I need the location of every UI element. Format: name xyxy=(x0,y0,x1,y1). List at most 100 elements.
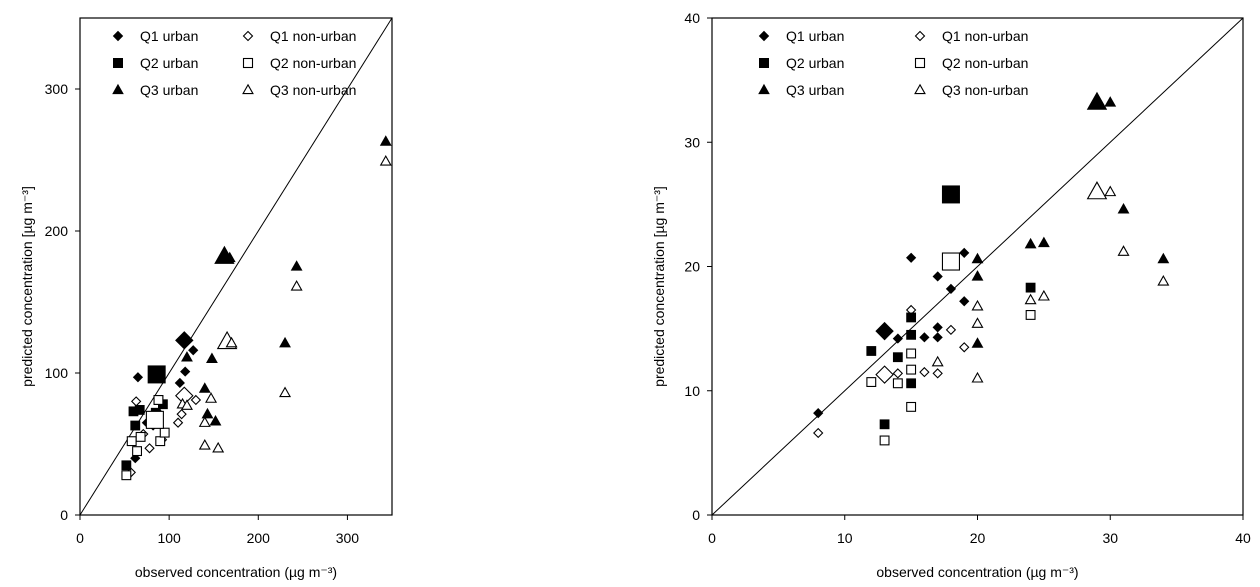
y-tick-label: 300 xyxy=(45,81,69,97)
data-point xyxy=(290,260,303,271)
data-point xyxy=(941,185,960,204)
legend-marker xyxy=(759,58,769,68)
y-axis-label: predicted concentration [µg m⁻³] xyxy=(19,186,35,387)
data-point xyxy=(1117,245,1130,256)
data-point xyxy=(1157,275,1170,286)
data-point xyxy=(180,399,193,410)
data-point xyxy=(906,252,917,263)
data-point xyxy=(906,378,917,389)
data-point xyxy=(931,355,944,367)
legend-marker xyxy=(242,57,254,69)
identity-line xyxy=(711,17,1244,516)
data-point xyxy=(212,441,225,453)
data-point xyxy=(892,352,903,363)
legend-label: Q1 non-urban xyxy=(942,28,1028,44)
x-tick-label: 0 xyxy=(708,530,716,546)
data-point xyxy=(121,460,132,471)
data-point xyxy=(971,252,984,264)
legend-marker xyxy=(914,83,926,95)
x-tick-label: 10 xyxy=(837,530,853,546)
data-point xyxy=(1117,203,1130,214)
x-tick-label: 200 xyxy=(247,530,271,546)
x-tick-label: 100 xyxy=(157,530,181,546)
x-tick-label: 40 xyxy=(1235,530,1251,546)
data-point xyxy=(153,395,164,405)
data-point xyxy=(1086,181,1108,200)
data-point xyxy=(945,283,957,294)
data-point xyxy=(875,321,894,341)
data-point xyxy=(892,333,903,344)
data-point xyxy=(190,394,202,406)
data-point xyxy=(126,436,137,447)
data-point xyxy=(906,348,917,359)
series-q1-urban xyxy=(130,331,199,464)
data-point xyxy=(875,365,894,384)
data-point xyxy=(906,312,917,323)
data-point xyxy=(971,270,984,281)
data-point xyxy=(941,252,961,271)
data-point xyxy=(180,366,191,377)
legend-marker xyxy=(112,83,124,95)
data-point xyxy=(932,368,943,379)
identity-line xyxy=(79,17,393,516)
data-point xyxy=(971,299,984,311)
legend-marker xyxy=(242,83,254,95)
x-tick-label: 300 xyxy=(336,530,360,546)
data-point xyxy=(279,386,292,398)
series-q3-non-urban xyxy=(176,155,392,453)
data-point xyxy=(155,436,166,447)
data-point xyxy=(1024,293,1037,305)
y-tick-label: 0 xyxy=(692,507,700,523)
x-tick-label: 0 xyxy=(76,530,84,546)
data-point xyxy=(379,155,392,166)
data-point xyxy=(919,366,930,378)
legend-marker xyxy=(112,30,124,42)
data-point xyxy=(866,377,877,388)
data-point xyxy=(866,346,877,356)
x-tick-label: 20 xyxy=(970,530,986,546)
data-point xyxy=(290,279,303,291)
data-point xyxy=(145,410,164,429)
data-point xyxy=(198,439,211,450)
data-point xyxy=(279,336,291,348)
data-point xyxy=(1025,282,1036,293)
x-axis-label: observed concentration (µg m⁻³) xyxy=(135,564,337,580)
data-point xyxy=(134,405,145,415)
data-point xyxy=(147,365,166,384)
legend-marker xyxy=(914,57,926,69)
data-point xyxy=(174,377,185,389)
data-point xyxy=(892,378,903,389)
data-point xyxy=(198,416,211,427)
data-point xyxy=(906,329,917,340)
data-point xyxy=(971,337,984,348)
data-point xyxy=(130,396,142,407)
legend-label: Q2 urban xyxy=(140,55,198,71)
data-point xyxy=(919,332,930,343)
legend-marker xyxy=(914,30,926,42)
series-q3-urban xyxy=(181,135,392,426)
y-tick-label: 200 xyxy=(45,223,69,239)
data-point xyxy=(971,317,984,328)
series-q2-non-urban xyxy=(121,395,170,481)
legend-label: Q3 urban xyxy=(786,82,844,98)
data-point xyxy=(1086,91,1108,110)
data-point xyxy=(892,368,904,379)
y-tick-label: 40 xyxy=(684,10,700,26)
data-point xyxy=(1037,289,1050,301)
data-point xyxy=(121,470,132,481)
legend-label: Q1 urban xyxy=(786,28,844,44)
data-point xyxy=(959,342,970,353)
series-q2-non-urban xyxy=(866,252,1036,446)
data-point xyxy=(906,364,917,375)
legend-marker xyxy=(758,83,770,95)
legend-label: Q3 urban xyxy=(140,82,198,98)
y-tick-label: 30 xyxy=(684,134,700,150)
data-point xyxy=(172,417,184,428)
data-point xyxy=(1024,237,1037,249)
data-point xyxy=(181,351,193,362)
data-point xyxy=(132,372,144,383)
chart-panel-2: 0 10 20 30 40 0 10 20 30 40 observed concentration… xyxy=(651,10,1251,580)
data-point xyxy=(175,331,194,350)
data-point xyxy=(959,296,970,307)
series-q3-non-urban xyxy=(931,181,1170,383)
